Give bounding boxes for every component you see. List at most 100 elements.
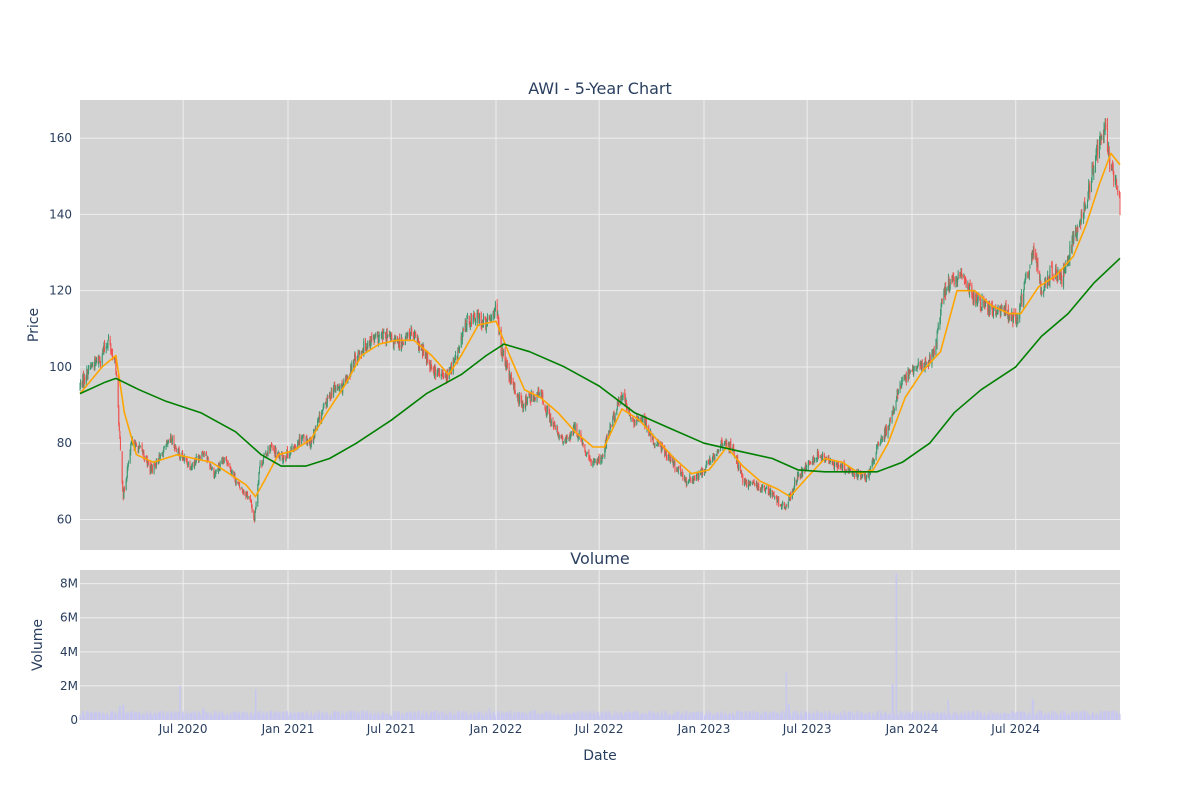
volume-bar — [114, 711, 116, 720]
volume-bar — [757, 711, 759, 720]
candle-body — [762, 485, 764, 488]
candle-body — [552, 419, 554, 424]
candle-body — [933, 349, 935, 356]
volume-bar — [218, 715, 220, 720]
volume-bar — [745, 711, 747, 720]
candle-body — [971, 285, 973, 294]
volume-bar — [645, 713, 647, 720]
volume-bar — [620, 710, 622, 720]
candle-body — [159, 454, 161, 457]
candle-body — [912, 368, 914, 371]
volume-bar — [387, 714, 389, 720]
volume-bar — [395, 710, 397, 720]
volume-bar — [313, 714, 315, 720]
candle-body — [298, 443, 300, 444]
volume-bar — [652, 713, 654, 720]
volume-bar — [796, 714, 798, 720]
volume-bar — [267, 715, 269, 720]
volume-bar — [1037, 711, 1039, 720]
volume-bar — [145, 713, 147, 720]
volume-bar — [353, 711, 355, 720]
volume-bar — [440, 711, 442, 720]
volume-bar — [526, 713, 528, 720]
volume-bar — [105, 713, 107, 720]
candle-body — [318, 414, 320, 418]
volume-bar — [696, 711, 698, 720]
volume-bar — [721, 713, 723, 720]
volume-bar — [259, 714, 261, 720]
candle-body — [126, 476, 128, 482]
volume-bar — [844, 712, 846, 720]
candle-body — [624, 397, 626, 407]
candle-body — [798, 473, 800, 476]
volume-bar — [921, 715, 923, 720]
volume-bar — [1089, 714, 1091, 720]
volume-bar — [249, 715, 251, 720]
volume-bar — [733, 715, 735, 720]
candle-body — [768, 493, 770, 495]
candle-body — [490, 318, 492, 320]
volume-bar — [545, 712, 547, 720]
volume-bar — [301, 713, 303, 720]
volume-bar — [338, 712, 340, 720]
candle-body — [730, 441, 732, 451]
candle-body — [616, 409, 618, 415]
candle-body — [632, 419, 634, 421]
volume-bar — [612, 715, 614, 720]
volume-bar — [668, 713, 670, 720]
volume-bar — [972, 710, 974, 720]
candle-body — [391, 334, 393, 340]
candle-body — [677, 470, 679, 472]
volume-bar — [857, 710, 859, 720]
volume-bar — [223, 714, 225, 720]
volume-bar — [159, 712, 161, 720]
candle-body — [820, 456, 822, 458]
volume-bar — [341, 712, 343, 720]
volume-bar — [474, 714, 476, 720]
candle-body — [138, 448, 140, 452]
volume-bar — [202, 708, 204, 720]
volume-bar — [725, 713, 727, 720]
candle-body — [892, 407, 894, 415]
candle-body — [477, 311, 479, 315]
candle-body — [546, 412, 548, 414]
volume-bar — [943, 711, 945, 720]
volume-bar — [810, 714, 812, 720]
volume-bar — [194, 711, 196, 720]
candle-body — [458, 348, 460, 351]
volume-bar — [843, 710, 845, 720]
volume-bar — [182, 712, 184, 720]
volume-bar — [473, 715, 475, 720]
candle-body — [959, 274, 961, 276]
candle-body — [561, 434, 563, 437]
volume-bar — [546, 711, 548, 720]
candle-body — [1068, 259, 1070, 260]
volume-bar — [441, 713, 443, 720]
candle-body — [255, 503, 257, 510]
candle-body — [588, 457, 590, 459]
volume-bar — [1012, 711, 1014, 720]
candle-body — [904, 375, 906, 380]
volume-bar — [251, 714, 253, 720]
candle-body — [374, 334, 376, 337]
candle-body — [576, 424, 578, 436]
candle-body — [488, 317, 490, 320]
candle-body — [747, 482, 749, 488]
candle-body — [656, 445, 658, 446]
volume-bar — [226, 713, 228, 720]
candle-body — [844, 472, 846, 474]
candle-body — [462, 329, 464, 337]
volume-bar — [1080, 713, 1082, 720]
volume-bar — [447, 714, 449, 720]
candle-body — [761, 487, 763, 490]
volume-bar — [415, 712, 417, 720]
candle-body — [98, 359, 100, 361]
candlestick-series — [79, 117, 1121, 523]
candle-body — [506, 362, 508, 368]
candle-body — [1097, 145, 1099, 156]
candle-body — [303, 435, 305, 442]
volume-bar — [113, 712, 115, 720]
volume-bar — [459, 713, 461, 720]
volume-bar — [574, 712, 576, 720]
volume-bar — [1012, 713, 1014, 720]
